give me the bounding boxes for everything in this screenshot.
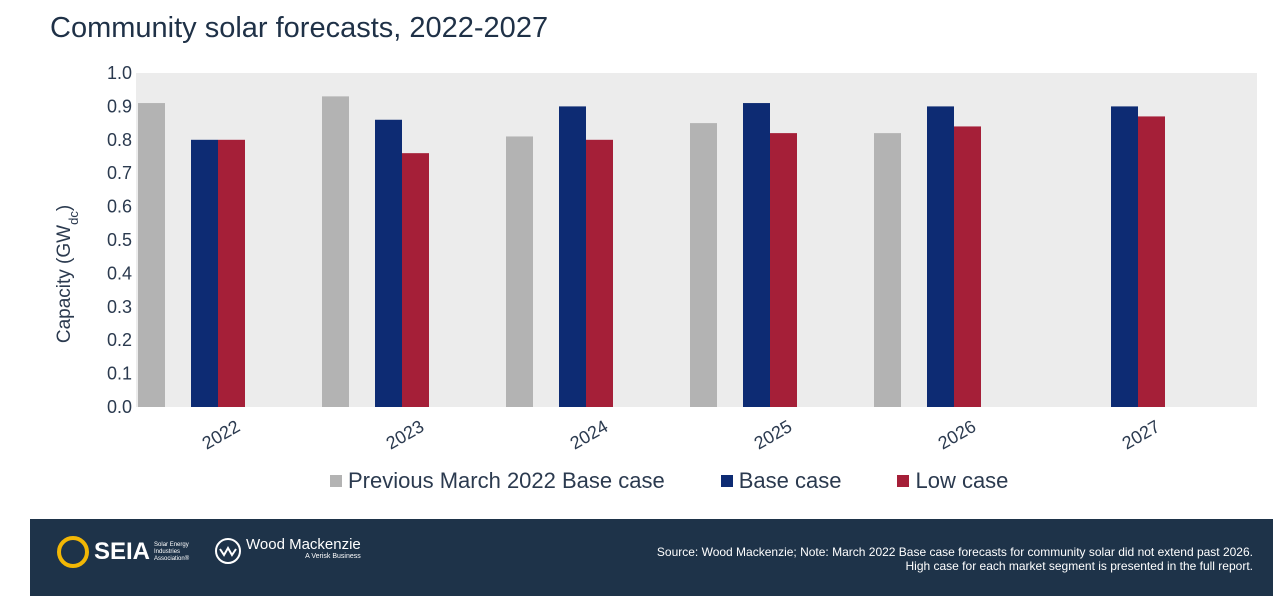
legend-label-previous: Previous March 2022 Base case: [348, 468, 665, 493]
y-tick-label: 0.9: [107, 96, 132, 116]
legend-item-low: Low case: [897, 468, 1008, 494]
bar-2022-low: [218, 139, 245, 408]
seia-logo-text: SEIA: [94, 538, 151, 565]
y-tick-label: 0.6: [107, 197, 132, 217]
bar-2023-previous: [322, 96, 349, 407]
bar-2024-base: [559, 106, 586, 408]
y-axis-title: Capacity (GWdc): [54, 205, 81, 343]
x-tick-label: 2025: [751, 416, 796, 453]
legend-swatch-base: [720, 475, 733, 487]
legend-item-base: Base case: [720, 468, 842, 494]
y-axis-title-sub: dc: [66, 211, 81, 225]
legend-swatch-low: [897, 475, 910, 487]
bar-2025-previous: [690, 123, 717, 407]
y-axis-title-close: ): [54, 205, 75, 211]
legend: Previous March 2022 Base case Base case …: [330, 468, 1008, 494]
bar-2026-low: [954, 126, 981, 407]
x-tick-label: 2027: [1119, 416, 1164, 453]
bar-2026-previous: [874, 133, 901, 407]
y-ticks: 0.0 0.1 0.2 0.3 0.4 0.5 0.6 0.7 0.8 0.9 1.0: [107, 63, 132, 417]
wood-mackenzie-tagline: A Verisk Business: [305, 553, 361, 560]
y-tick-label: 0.8: [107, 130, 132, 150]
wood-mackenzie-logo: Wood Mackenzie A Verisk Business: [214, 537, 361, 565]
legend-swatch-previous: [330, 475, 342, 487]
bar-2027-low: [1138, 116, 1165, 408]
seia-sun-icon: [57, 536, 89, 568]
legend-label-low: Low case: [915, 468, 1009, 493]
legend-label-base: Base case: [738, 468, 842, 493]
bar-2025-low: [770, 133, 797, 407]
chart: 0.00.10.20.30.40.50.60.70.80.91.0 2022 20…: [54, 63, 1257, 453]
seia-logo-subtext: Solar Energy Industries Association®: [154, 541, 190, 562]
wood-mackenzie-emblem-icon: [215, 538, 241, 564]
wood-mackenzie-name: Wood Mackenzie: [246, 536, 361, 553]
bar-2024-low: [586, 139, 613, 408]
bars: [138, 96, 1165, 408]
y-tick-label: 0.4: [107, 263, 132, 283]
x-tick-label: 2024: [567, 416, 612, 453]
x-tick-label: 2026: [935, 416, 980, 453]
x-tick-label: 2023: [383, 416, 428, 453]
x-tick-label: 2022: [199, 416, 244, 453]
y-tick-label: 0.7: [107, 163, 132, 183]
bar-2022-base: [191, 139, 218, 408]
bar-2022-previous: [138, 103, 165, 407]
footer-bar: SEIA Solar Energy Industries Association…: [30, 519, 1273, 596]
y-tick-label: 0.5: [107, 230, 132, 250]
legend-item-previous: Previous March 2022 Base case: [330, 468, 665, 494]
y-tick-label: 0.1: [107, 364, 132, 384]
y-tick-label: 0.3: [107, 297, 132, 317]
seia-logo: SEIA Solar Energy Industries Association…: [56, 535, 206, 569]
bar-2024-previous: [506, 136, 533, 407]
y-tick-label: 1.0: [107, 63, 132, 83]
bar-2025-base: [743, 103, 770, 407]
x-ticks: 2022 2023 2024 2025 2026 2027: [199, 416, 1164, 453]
bar-2023-base: [375, 119, 402, 407]
source-note: Source: Wood Mackenzie; Note: March 2022…: [656, 545, 1253, 573]
bar-2027-base: [1111, 106, 1138, 408]
y-tick-label: 0.2: [107, 330, 132, 350]
bar-2023-low: [402, 153, 429, 407]
y-axis-title-main: Capacity (GW: [54, 225, 75, 343]
chart-title: Community solar forecasts, 2022-2027: [50, 12, 549, 44]
y-tick-label: 0.0: [107, 397, 132, 417]
bar-2026-base: [927, 106, 954, 408]
